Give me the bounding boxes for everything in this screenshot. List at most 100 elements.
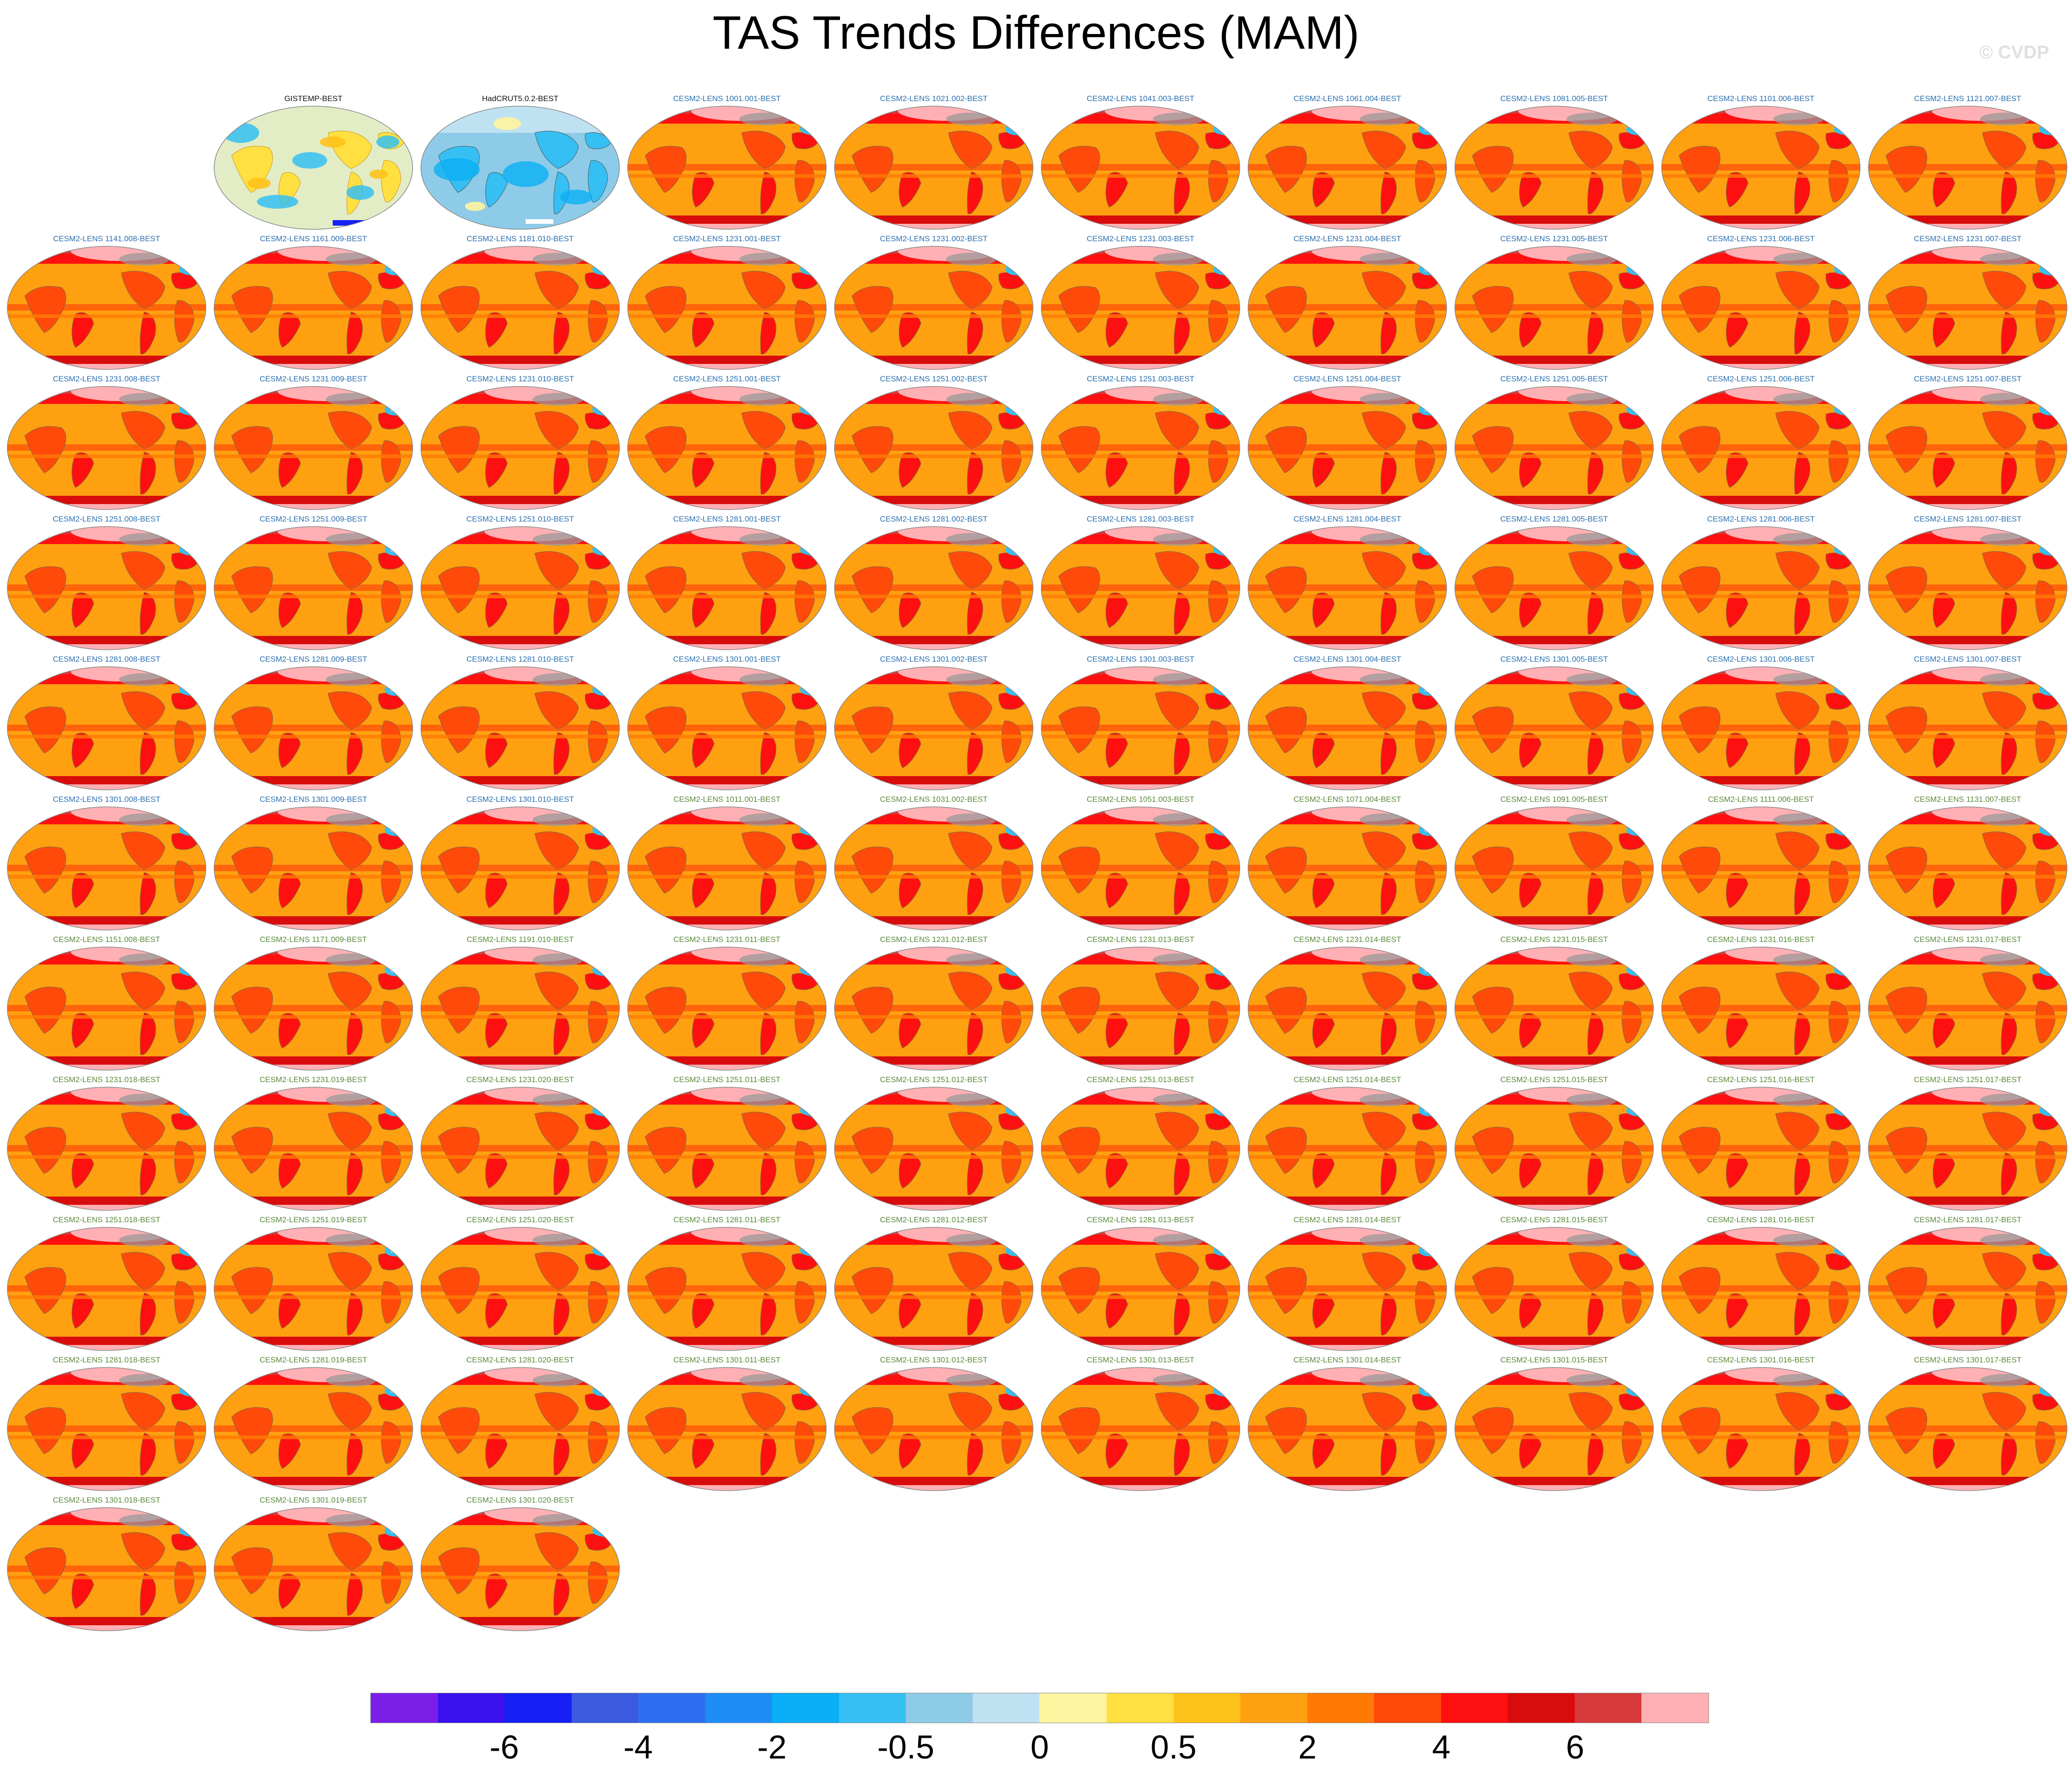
map-panel: CESM2-LENS 1001.001-BEST <box>626 94 828 232</box>
map-panel-label: CESM2-LENS 1231.019-BEST <box>259 1075 368 1084</box>
colorbar-segment <box>571 1693 639 1723</box>
world-map <box>7 806 206 930</box>
map-panel: CESM2-LENS 1231.005-BEST <box>1453 234 1655 372</box>
map-panel-label: CESM2-LENS 1281.005-BEST <box>1500 515 1608 523</box>
world-map <box>1454 806 1654 930</box>
map-panel-label: CESM2-LENS 1251.012-BEST <box>880 1075 988 1084</box>
world-map <box>627 666 827 790</box>
map-panel: CESM2-LENS 1281.017-BEST <box>1867 1215 2069 1353</box>
colorbar-segment <box>1574 1693 1642 1723</box>
map-panel: CESM2-LENS 1231.012-BEST <box>833 935 1035 1073</box>
map-panel: CESM2-LENS 1251.017-BEST <box>1867 1075 2069 1213</box>
world-map <box>627 806 827 930</box>
map-panel: CESM2-LENS 1251.004-BEST <box>1246 374 1448 512</box>
colorbar-segment <box>772 1693 839 1723</box>
map-panel-label: CESM2-LENS 1281.012-BEST <box>880 1215 988 1224</box>
map-panel-label: CESM2-LENS 1251.020-BEST <box>466 1215 574 1224</box>
map-panel: CESM2-LENS 1181.010-BEST <box>419 234 621 372</box>
map-panel: CESM2-LENS 1231.011-BEST <box>626 935 828 1073</box>
map-panel: CESM2-LENS 1111.006-BEST <box>1660 795 1862 933</box>
map-panel: CESM2-LENS 1231.016-BEST <box>1660 935 1862 1073</box>
colorbar-tick-label: 0.5 <box>1150 1729 1197 1766</box>
map-panel-label: CESM2-LENS 1301.008-BEST <box>52 795 161 804</box>
world-map <box>1661 1367 1861 1491</box>
world-map <box>7 1087 206 1211</box>
map-panel-label: CESM2-LENS 1301.003-BEST <box>1086 655 1195 664</box>
figure-title: TAS Trends Differences (MAM) <box>712 6 1360 59</box>
map-panel-label: CESM2-LENS 1091.005-BEST <box>1500 795 1608 804</box>
world-map <box>420 246 620 370</box>
map-panel: CESM2-LENS 1301.017-BEST <box>1867 1356 2069 1493</box>
copyright-label: © CVDP <box>1979 42 2049 62</box>
world-map <box>7 386 206 510</box>
map-panel: CESM2-LENS 1301.012-BEST <box>833 1356 1035 1493</box>
map-panel-label: GISTEMP-BEST <box>284 94 343 103</box>
map-panel-label: CESM2-LENS 1251.007-BEST <box>1913 374 2022 383</box>
map-panel: CESM2-LENS 1301.015-BEST <box>1453 1356 1655 1493</box>
map-panel: CESM2-LENS 1021.002-BEST <box>833 94 1035 232</box>
map-panel: CESM2-LENS 1011.001-BEST <box>626 795 828 933</box>
map-panel-label: CESM2-LENS 1281.002-BEST <box>880 515 988 523</box>
map-panel-label: CESM2-LENS 1301.006-BEST <box>1707 655 1815 664</box>
map-panel-label: CESM2-LENS 1281.019-BEST <box>259 1356 368 1364</box>
map-panel: CESM2-LENS 1031.002-BEST <box>833 795 1035 933</box>
map-panel: CESM2-LENS 1301.010-BEST <box>419 795 621 933</box>
world-map <box>420 947 620 1071</box>
map-panel-label: CESM2-LENS 1301.010-BEST <box>466 795 574 804</box>
world-map <box>1868 947 2067 1071</box>
map-panel-label: CESM2-LENS 1251.002-BEST <box>880 374 988 383</box>
map-panel: CESM2-LENS 1251.008-BEST <box>6 515 208 652</box>
map-panel-label: CESM2-LENS 1251.006-BEST <box>1707 374 1815 383</box>
map-panel-label: CESM2-LENS 1231.011-BEST <box>673 935 781 944</box>
world-map <box>834 526 1033 650</box>
map-panel-label: CESM2-LENS 1281.018-BEST <box>52 1356 161 1364</box>
map-panel: CESM2-LENS 1231.002-BEST <box>833 234 1035 372</box>
map-panel: CESM2-LENS 1281.019-BEST <box>212 1356 414 1493</box>
map-panel-label: CESM2-LENS 1231.005-BEST <box>1500 234 1608 243</box>
map-panel-label: CESM2-LENS 1301.017-BEST <box>1913 1356 2022 1364</box>
map-panel: CESM2-LENS 1281.001-BEST <box>626 515 828 652</box>
world-map <box>7 666 206 790</box>
map-panel: CESM2-LENS 1281.018-BEST <box>6 1356 208 1493</box>
map-panel-label: CESM2-LENS 1231.016-BEST <box>1707 935 1815 944</box>
map-panel-label: HadCRUT5.0.2-BEST <box>482 94 559 103</box>
world-map <box>1041 386 1240 510</box>
world-map <box>1041 666 1240 790</box>
world-map <box>627 386 827 510</box>
map-panel-label: CESM2-LENS 1251.019-BEST <box>259 1215 368 1224</box>
map-panel-label: CESM2-LENS 1231.003-BEST <box>1086 234 1195 243</box>
map-panel: CESM2-LENS 1301.005-BEST <box>1453 655 1655 793</box>
map-panel: CESM2-LENS 1251.014-BEST <box>1246 1075 1448 1213</box>
map-panel: CESM2-LENS 1171.009-BEST <box>212 935 414 1073</box>
colorbar-segment <box>906 1693 973 1723</box>
map-panel-label: CESM2-LENS 1281.007-BEST <box>1913 515 2022 523</box>
colorbar-segment <box>705 1693 772 1723</box>
world-map <box>1661 666 1861 790</box>
map-panel: CESM2-LENS 1301.016-BEST <box>1660 1356 1862 1493</box>
map-panel: CESM2-LENS 1091.005-BEST <box>1453 795 1655 933</box>
world-map <box>1041 526 1240 650</box>
colorbar-segment <box>638 1693 705 1723</box>
world-map <box>1868 806 2067 930</box>
map-panel: CESM2-LENS 1041.003-BEST <box>1039 94 1242 232</box>
map-panel-label: CESM2-LENS 1011.001-BEST <box>673 795 781 804</box>
world-map <box>1248 246 1447 370</box>
map-panel-label: CESM2-LENS 1231.015-BEST <box>1500 935 1608 944</box>
map-panel: GISTEMP-BEST <box>212 94 414 232</box>
map-panel: CESM2-LENS 1231.013-BEST <box>1039 935 1242 1073</box>
map-panel: CESM2-LENS 1231.003-BEST <box>1039 234 1242 372</box>
map-panel-label: CESM2-LENS 1021.002-BEST <box>880 94 988 103</box>
world-map <box>1868 1227 2067 1351</box>
colorbar-tick-label: 6 <box>1566 1729 1584 1766</box>
colorbar-segment <box>1641 1693 1709 1723</box>
map-panel: CESM2-LENS 1231.017-BEST <box>1867 935 2069 1073</box>
map-panel: CESM2-LENS 1231.007-BEST <box>1867 234 2069 372</box>
world-map <box>1454 1227 1654 1351</box>
world-map <box>214 106 413 230</box>
map-panel: CESM2-LENS 1281.012-BEST <box>833 1215 1035 1353</box>
map-panel: CESM2-LENS 1281.015-BEST <box>1453 1215 1655 1353</box>
map-panel-grid: GISTEMP-BEST HadCRUT5.0.2-BEST CESM2-LENS … <box>6 94 2069 1631</box>
world-map <box>1248 106 1447 230</box>
map-panel-label: CESM2-LENS 1101.006-BEST <box>1707 94 1815 103</box>
map-panel: CESM2-LENS 1251.018-BEST <box>6 1215 208 1353</box>
